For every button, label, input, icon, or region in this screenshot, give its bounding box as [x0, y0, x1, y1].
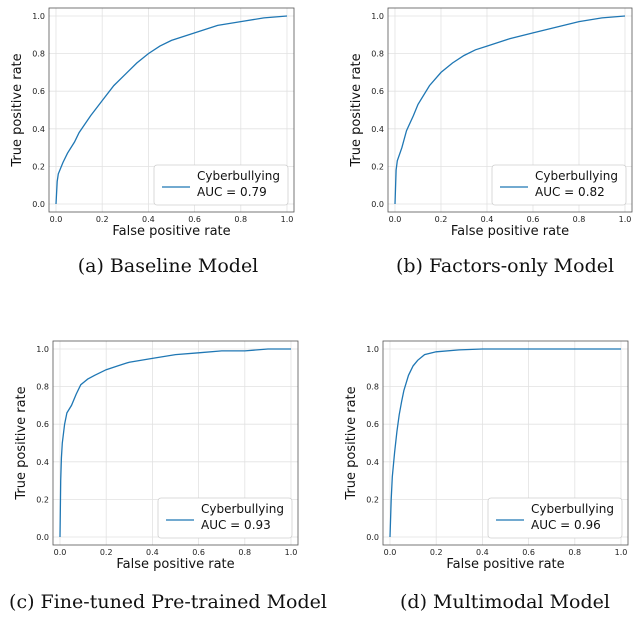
x-tick-label: 0.2	[435, 215, 448, 224]
y-tick-label: 0.0	[32, 200, 45, 209]
panel-caption: (c) Fine-tuned Pre-trained Model	[9, 591, 327, 613]
legend: Cyberbullying AUC = 0.93	[157, 497, 293, 539]
plot-frame	[52, 340, 299, 546]
y-tick-label: 0.4	[371, 125, 384, 134]
roc-curve-line	[389, 348, 621, 538]
x-tick-label: 0.0	[389, 215, 402, 224]
x-tick-label: 0.6	[522, 548, 535, 557]
legend-box	[491, 164, 627, 206]
y-tick-label: 0.8	[36, 383, 49, 392]
x-tick-label: 0.8	[573, 215, 586, 224]
legend-box	[487, 497, 623, 539]
legend-auc-label: AUC = 0.93	[201, 518, 271, 532]
y-tick-label: 0.0	[36, 533, 49, 542]
y-axis-label: True positive rate	[349, 53, 364, 167]
x-tick-label: 0.0	[50, 215, 63, 224]
x-tick-label: 0.8	[234, 215, 247, 224]
y-tick-label: 0.2	[36, 495, 49, 504]
x-tick-label: 0.4	[476, 548, 489, 557]
y-tick-label: 0.0	[366, 533, 379, 542]
x-tick-label: 0.2	[430, 548, 443, 557]
roc-curve-line	[394, 15, 626, 205]
chart-panel-b: 0.0 0.2 0.4 0.6 0.8 1.0 0.0 0.2 0.4 0.6 0.8 1.0 Fals…	[349, 7, 633, 277]
y-tick-label: 0.8	[366, 383, 379, 392]
y-tick-label: 0.6	[371, 87, 384, 96]
y-tick-label: 0.2	[371, 162, 384, 171]
panel-caption: (b) Factors-only Model	[396, 255, 614, 277]
legend-box	[153, 164, 289, 206]
roc-curve-line	[55, 15, 288, 205]
x-tick-label: 1.0	[281, 215, 294, 224]
x-tick-label: 0.6	[188, 215, 201, 224]
y-tick-label: 0.0	[371, 200, 384, 209]
y-tick-label: 1.0	[36, 345, 49, 354]
x-tick-label: 0.4	[481, 215, 494, 224]
legend: Cyberbullying AUC = 0.82	[491, 164, 627, 206]
legend-auc-label: AUC = 0.82	[535, 185, 605, 199]
x-tick-label: 0.6	[192, 548, 205, 557]
y-tick-label: 0.2	[366, 495, 379, 504]
plot-frame	[387, 7, 633, 213]
y-tick-label: 1.0	[366, 345, 379, 354]
legend-box	[157, 497, 293, 539]
x-tick-label: 1.0	[619, 215, 632, 224]
x-tick-label: 0.2	[100, 548, 113, 557]
legend-series-name: Cyberbullying	[201, 502, 284, 516]
chart-panel-c: 0.0 0.2 0.4 0.6 0.8 1.0 0.0 0.2 0.4 0.6 0.8 1.0 Fals…	[9, 340, 327, 613]
y-tick-label: 0.6	[32, 87, 45, 96]
panel-caption: (a) Baseline Model	[78, 255, 259, 277]
roc-curve-line	[59, 348, 291, 538]
y-tick-label: 0.6	[36, 420, 49, 429]
x-tick-label: 1.0	[615, 548, 628, 557]
y-tick-label: 1.0	[371, 12, 384, 21]
x-axis-label: False positive rate	[451, 224, 569, 239]
plot-frame	[382, 340, 629, 546]
chart-panel-d: 0.0 0.2 0.4 0.6 0.8 1.0 0.0 0.2 0.4 0.6 0.8 1.0 Fals…	[344, 340, 629, 613]
legend-auc-label: AUC = 0.79	[197, 185, 267, 199]
x-axis-label: False positive rate	[112, 224, 230, 239]
y-tick-label: 0.2	[32, 162, 45, 171]
y-tick-label: 0.4	[32, 125, 45, 134]
x-axis-label: False positive rate	[446, 557, 564, 572]
x-tick-label: 0.2	[96, 215, 109, 224]
x-tick-label: 0.6	[527, 215, 540, 224]
x-tick-label: 0.8	[238, 548, 251, 557]
x-tick-label: 0.4	[142, 215, 155, 224]
y-axis-label: True positive rate	[344, 386, 359, 500]
y-axis-label: True positive rate	[10, 53, 25, 167]
chart-panel-a: 0.0 0.2 0.4 0.6 0.8 1.0 0.0 0.2 0.4 0.6 0.8 1.0 Fals…	[10, 7, 295, 277]
x-tick-label: 0.8	[568, 548, 581, 557]
x-tick-label: 0.0	[384, 548, 397, 557]
legend-series-name: Cyberbullying	[535, 169, 618, 183]
x-tick-label: 0.0	[54, 548, 67, 557]
panel-caption: (d) Multimodal Model	[400, 591, 610, 613]
plot-frame	[48, 7, 295, 213]
y-tick-label: 0.8	[32, 50, 45, 59]
y-tick-label: 0.8	[371, 50, 384, 59]
legend-series-name: Cyberbullying	[197, 169, 280, 183]
legend: Cyberbullying AUC = 0.79	[153, 164, 289, 206]
x-tick-label: 1.0	[285, 548, 298, 557]
x-tick-label: 0.4	[146, 548, 159, 557]
y-tick-label: 1.0	[32, 12, 45, 21]
y-axis-label: True positive rate	[14, 386, 29, 500]
y-tick-label: 0.4	[366, 458, 379, 467]
y-tick-label: 0.4	[36, 458, 49, 467]
x-axis-label: False positive rate	[116, 557, 234, 572]
y-tick-label: 0.6	[366, 420, 379, 429]
legend-series-name: Cyberbullying	[531, 502, 614, 516]
legend-auc-label: AUC = 0.96	[531, 518, 601, 532]
legend: Cyberbullying AUC = 0.96	[487, 497, 623, 539]
